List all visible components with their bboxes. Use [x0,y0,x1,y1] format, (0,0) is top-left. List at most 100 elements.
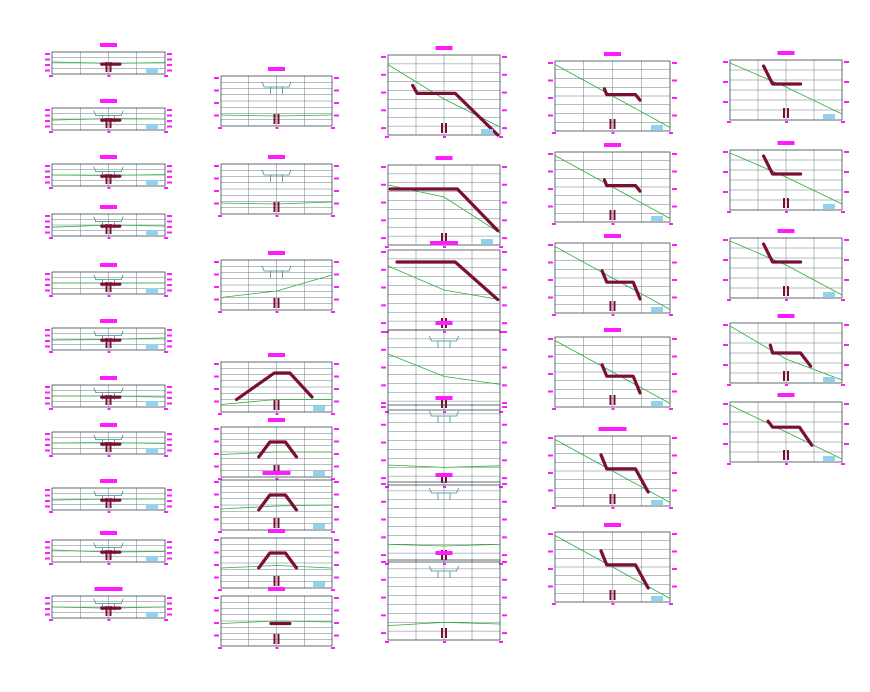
structure-outline [93,387,124,394]
elevation-tick-right [844,239,849,241]
elevation-tick-left [214,298,219,301]
elevation-tick-right [672,550,677,553]
elevation-tick-left [723,344,728,346]
elevation-tick-left [381,406,386,408]
chainage-tick [669,408,673,410]
ground-line [220,274,333,298]
elevation-tick-right [334,89,339,92]
elevation-tick-right [167,273,172,275]
section-title-tag [604,52,621,56]
water-level-box [823,377,835,382]
chainage-tick [107,295,111,297]
centerline-marker [277,634,280,644]
section-panel [723,51,849,123]
centerline-marker [787,450,789,460]
chainage-tick [499,486,503,488]
chainage-tick [331,311,335,313]
section-column-col-4 [548,52,677,605]
ground-line [729,325,843,381]
elevation-tick-left [548,62,553,64]
chainage-tick [164,408,168,410]
chainage-tick [443,246,446,248]
section-title-tag [100,319,117,323]
chainage-tick [275,215,279,217]
chainage-tick [331,413,335,415]
water-level-box [313,582,325,587]
centerline-marker [273,202,276,212]
elevation-tick-right [167,345,172,348]
elevation-tick-left [214,375,219,378]
centerline-marker [109,174,112,184]
centerline-marker [109,338,112,348]
section-frame [554,151,671,223]
chainage-tick [385,563,389,565]
elevation-tick-right [502,536,507,539]
elevation-tick-right [167,176,172,178]
elevation-tick-left [381,536,386,539]
elevation-tick-left [45,53,50,55]
elevation-tick-right [502,578,507,581]
elevation-tick-right [502,322,507,325]
elevation-tick-left [45,69,50,72]
section-panel [214,418,339,480]
elevation-tick-right [502,201,507,204]
chainage-tick [49,237,53,239]
elevation-tick-left [45,608,50,610]
design-profile-line [257,440,299,459]
elevation-tick-left [381,56,386,58]
elevation-tick-right [672,437,677,439]
chainage-tick [443,331,446,333]
water-level-box [146,230,158,235]
structure-outline [93,598,124,605]
chainage-tick [107,75,111,77]
centerline-marker [783,450,785,460]
section-title-tag [777,314,795,318]
section-panel [45,319,172,353]
elevation-tick-left [214,518,219,521]
elevation-tick-right [334,102,339,104]
elevation-tick-left [214,622,219,624]
chainage-tick [164,75,168,77]
elevation-tick-right [167,120,172,122]
elevation-tick-left [45,125,50,128]
elevation-tick-left [723,259,728,261]
water-level-box [823,204,835,209]
elevation-tick-left [381,614,386,617]
ground-line [554,535,671,599]
chainage-tick [275,311,279,313]
ground-line [729,152,843,205]
elevation-tick-left [723,239,728,241]
elevation-tick-right [167,449,172,452]
elevation-tick-right [334,576,339,579]
section-panel [723,314,849,386]
elevation-tick-left [214,89,219,92]
design-profile-line [257,551,299,570]
water-level-box [313,471,325,476]
section-panel [381,473,507,565]
elevation-tick-left [45,391,50,394]
chainage-tick [841,299,845,301]
section-frame [729,149,843,211]
section-title-tag [604,234,621,238]
elevation-tick-left [548,114,553,117]
structure-outline [93,490,124,497]
elevation-tick-left [214,400,219,403]
centerline-marker [445,123,447,133]
elevation-tick-left [723,324,728,326]
chainage-tick [499,331,503,333]
section-title-tag [100,531,117,535]
section-column-col-3 [381,46,507,643]
elevation-tick-left [381,366,386,369]
centerline-marker [105,282,108,292]
elevation-tick-right [502,483,507,485]
elevation-tick-left [45,329,50,331]
section-frame [51,51,166,75]
elevation-tick-left [548,472,553,474]
elevation-tick-left [548,153,553,155]
section-frame [554,531,671,603]
section-panel [548,52,677,134]
chainage-tick [275,413,279,415]
chainage-tick [385,331,389,333]
elevation-tick-right [334,428,339,430]
section-frame [51,213,166,237]
